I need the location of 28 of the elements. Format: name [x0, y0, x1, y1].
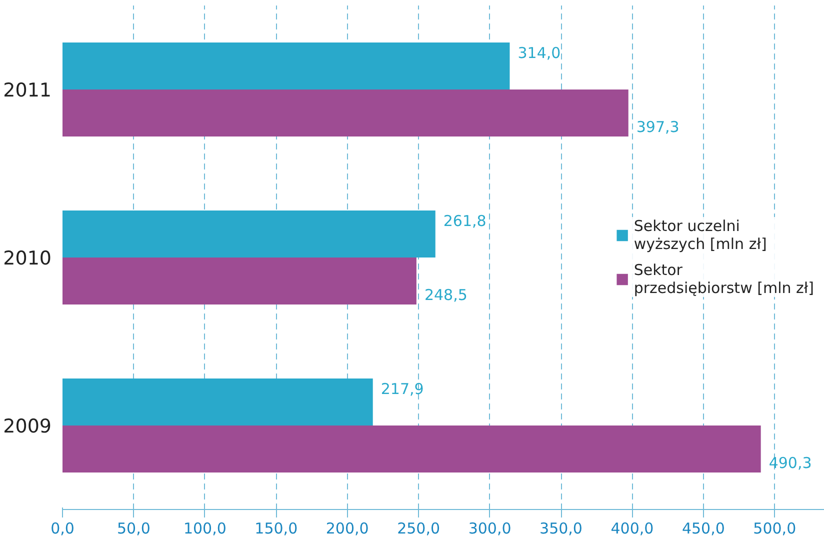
data-label: 261,8: [443, 212, 486, 230]
bar: [62, 210, 436, 258]
data-label: 397,3: [636, 118, 680, 136]
legend-label: Sektor przedsiębiorstw [mln zł]: [634, 261, 814, 297]
x-tick-label: 400,0: [610, 520, 654, 536]
data-label: 490,3: [768, 454, 812, 472]
x-tick-label: 450,0: [682, 520, 725, 536]
x-tick-label: 100,0: [183, 520, 226, 536]
data-label: 314,0: [518, 44, 561, 62]
data-label: 217,9: [380, 380, 424, 398]
bar: [62, 426, 761, 473]
legend-label: Sektor uczelni wyższych [mln zł]: [634, 217, 767, 253]
y-tick-label: 2011: [3, 80, 52, 102]
x-tick-label: 500,0: [753, 520, 796, 536]
x-tick-label: 300,0: [468, 520, 512, 536]
data-label: 248,5: [424, 286, 468, 304]
bar: [62, 258, 416, 305]
bar: [62, 90, 628, 137]
x-tick-label: 150,0: [254, 520, 298, 536]
x-tick-label: 0,0: [50, 520, 74, 536]
x-tick-label: 200,0: [326, 520, 369, 536]
bar: [62, 42, 510, 90]
x-tick-label: 250,0: [397, 520, 440, 536]
x-tick-label: 50,0: [117, 520, 150, 536]
x-tick-label: 350,0: [540, 520, 582, 536]
bar: [62, 378, 373, 426]
y-tick-label: 2010: [3, 248, 52, 270]
y-tick-label: 2009: [3, 416, 52, 438]
